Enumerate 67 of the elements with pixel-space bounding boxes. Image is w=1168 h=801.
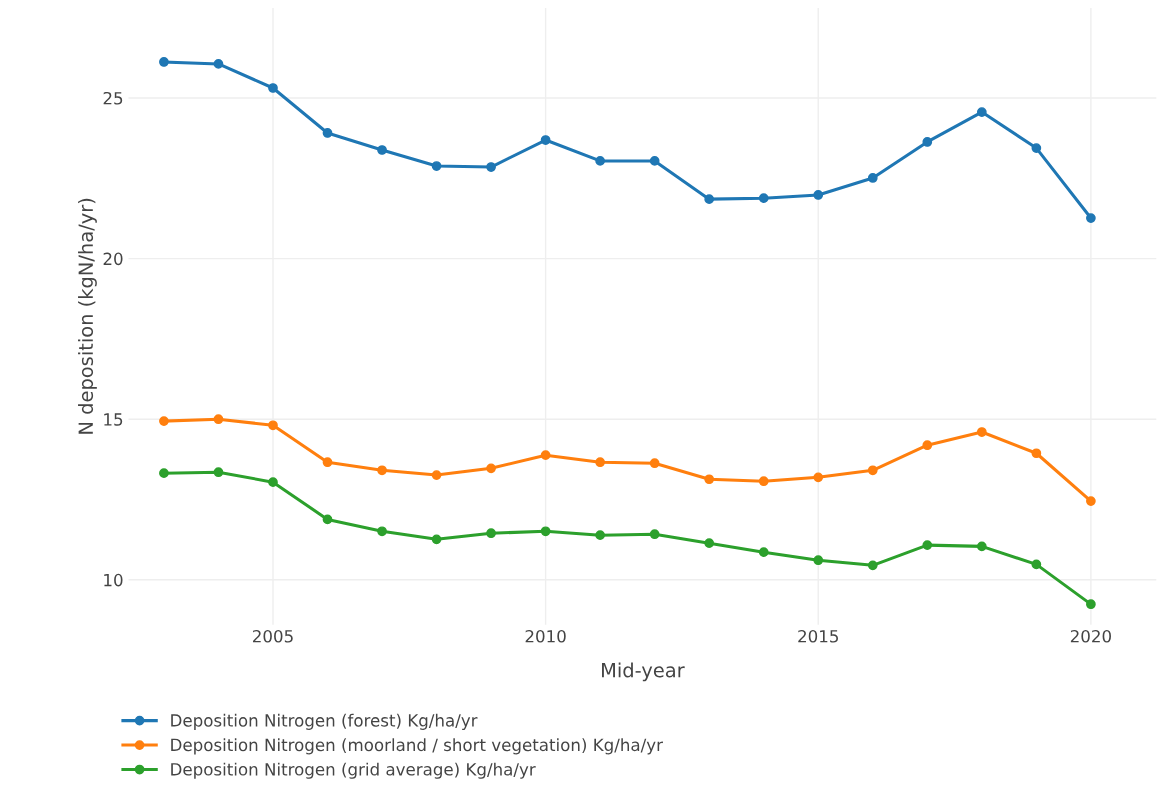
point xyxy=(1086,213,1096,223)
point xyxy=(159,416,169,426)
point xyxy=(540,526,551,537)
point xyxy=(486,463,496,474)
point xyxy=(322,514,333,525)
point xyxy=(649,458,660,469)
point xyxy=(213,467,224,478)
point xyxy=(758,193,769,204)
point xyxy=(813,555,824,566)
point xyxy=(268,477,278,488)
x-tick-label: 2010 xyxy=(525,629,566,643)
point xyxy=(213,414,224,425)
y-tick-label: 20 xyxy=(103,252,123,266)
point xyxy=(758,547,769,558)
y-tick-label: 15 xyxy=(104,413,123,426)
point xyxy=(486,162,496,172)
x-tick-label: 2005 xyxy=(252,629,293,643)
point xyxy=(867,173,878,183)
point xyxy=(377,145,387,155)
point xyxy=(268,420,278,431)
x-tick-label: 2020 xyxy=(1070,629,1111,643)
point xyxy=(431,534,442,545)
point xyxy=(322,128,333,138)
point xyxy=(704,538,715,549)
point xyxy=(1031,143,1042,153)
point xyxy=(1086,599,1096,610)
point xyxy=(540,135,551,145)
point xyxy=(758,476,769,487)
point xyxy=(159,468,169,479)
point xyxy=(704,474,715,485)
legend-label: Deposition Nitrogen (forest) Kg/ha/yr xyxy=(171,713,478,730)
point xyxy=(595,457,606,468)
point xyxy=(867,560,878,571)
point xyxy=(976,541,987,552)
point xyxy=(976,427,987,437)
point xyxy=(649,156,660,166)
point xyxy=(922,540,933,550)
point xyxy=(649,529,660,540)
point xyxy=(486,528,496,539)
point xyxy=(268,83,278,93)
legend-label: Deposition Nitrogen (grid average) Kg/ha/yr xyxy=(171,762,536,779)
point xyxy=(595,156,606,166)
point xyxy=(377,465,387,476)
point xyxy=(813,190,824,200)
y-tick-label: 25 xyxy=(103,91,123,105)
point xyxy=(704,194,715,205)
point xyxy=(377,526,387,537)
point xyxy=(159,57,169,67)
y-tick-label: 10 xyxy=(104,573,123,587)
point xyxy=(595,530,606,541)
x-axis-title: Mid-year xyxy=(602,662,685,682)
point xyxy=(976,107,987,117)
legend-label: Deposition Nitrogen (moorland / short vegetation) Kg/ha/yr xyxy=(171,738,663,755)
point xyxy=(867,465,878,476)
point xyxy=(431,470,442,480)
point xyxy=(213,59,224,69)
point xyxy=(540,450,551,461)
point xyxy=(1031,448,1042,459)
x-tick-label: 2015 xyxy=(798,629,838,643)
point xyxy=(813,472,824,483)
point xyxy=(1086,496,1096,506)
point xyxy=(1031,559,1042,570)
y-axis-title: N deposition (kgN/ha/yr) xyxy=(78,198,97,434)
point xyxy=(431,161,442,171)
point xyxy=(322,457,333,468)
point xyxy=(922,440,933,451)
point xyxy=(922,137,933,147)
